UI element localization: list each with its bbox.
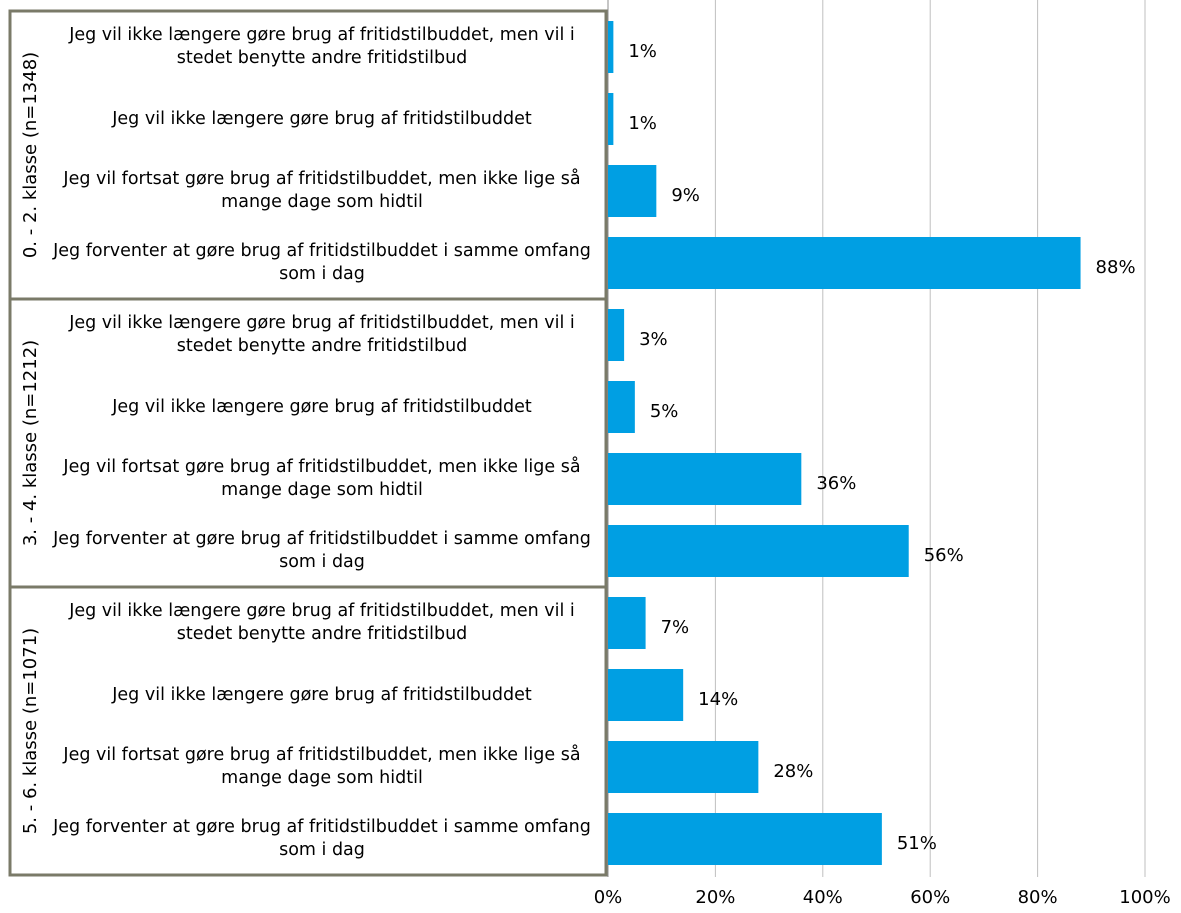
value-label: 51%: [897, 833, 937, 854]
value-label: 3%: [639, 329, 668, 350]
x-tick-label: 100%: [1119, 887, 1170, 908]
category-label: Jeg vil fortsat gøre brug af fritidstilb…: [63, 457, 581, 500]
category-label: Jeg vil ikke længere gøre brug af fritid…: [69, 601, 575, 644]
value-label: 28%: [773, 761, 813, 782]
bar: [608, 453, 802, 505]
bar: [608, 93, 614, 145]
value-label: 14%: [698, 689, 738, 710]
x-tick-label: 40%: [803, 887, 843, 908]
value-label: 5%: [650, 401, 679, 422]
group-label: 3. - 4. klasse (n=1212): [20, 340, 41, 546]
category-label: Jeg vil ikke længere gøre brug af fritid…: [112, 108, 532, 129]
value-label: 36%: [816, 473, 856, 494]
category-label: Jeg forventer at gøre brug af fritidstil…: [53, 817, 591, 860]
group-frame: [8, 9, 608, 877]
category-label: Jeg vil fortsat gøre brug af fritidstilb…: [63, 169, 581, 212]
value-label: 1%: [628, 113, 657, 134]
value-label: 9%: [671, 185, 700, 206]
bar: [608, 597, 646, 649]
category-label: Jeg forventer at gøre brug af fritidstil…: [53, 529, 591, 572]
x-tick-label: 80%: [1018, 887, 1058, 908]
bar: [608, 813, 882, 865]
value-label: 56%: [924, 545, 964, 566]
bar: [608, 309, 625, 361]
category-label: Jeg vil ikke længere gøre brug af fritid…: [112, 684, 532, 705]
bar: [608, 165, 657, 217]
bar: [608, 237, 1081, 289]
bar: [608, 381, 635, 433]
x-tick-label: 60%: [910, 887, 950, 908]
category-label: Jeg vil ikke længere gøre brug af fritid…: [112, 396, 532, 417]
bar: [608, 21, 614, 73]
bar: [608, 669, 684, 721]
group-label: 5. - 6. klasse (n=1071): [20, 628, 41, 834]
category-label: Jeg vil fortsat gøre brug af fritidstilb…: [63, 745, 581, 788]
value-label: 1%: [628, 41, 657, 62]
bar: [608, 525, 909, 577]
category-label: Jeg vil ikke længere gøre brug af fritid…: [69, 313, 575, 356]
group-label: 0. - 2. klasse (n=1348): [20, 52, 41, 258]
category-label: Jeg forventer at gøre brug af fritidstil…: [53, 241, 591, 284]
value-label: 88%: [1096, 257, 1136, 278]
x-tick-label: 0%: [594, 887, 623, 908]
value-label: 7%: [661, 617, 690, 638]
category-label: Jeg vil ikke længere gøre brug af fritid…: [69, 25, 575, 68]
bar: [608, 741, 759, 793]
x-tick-label: 20%: [695, 887, 735, 908]
